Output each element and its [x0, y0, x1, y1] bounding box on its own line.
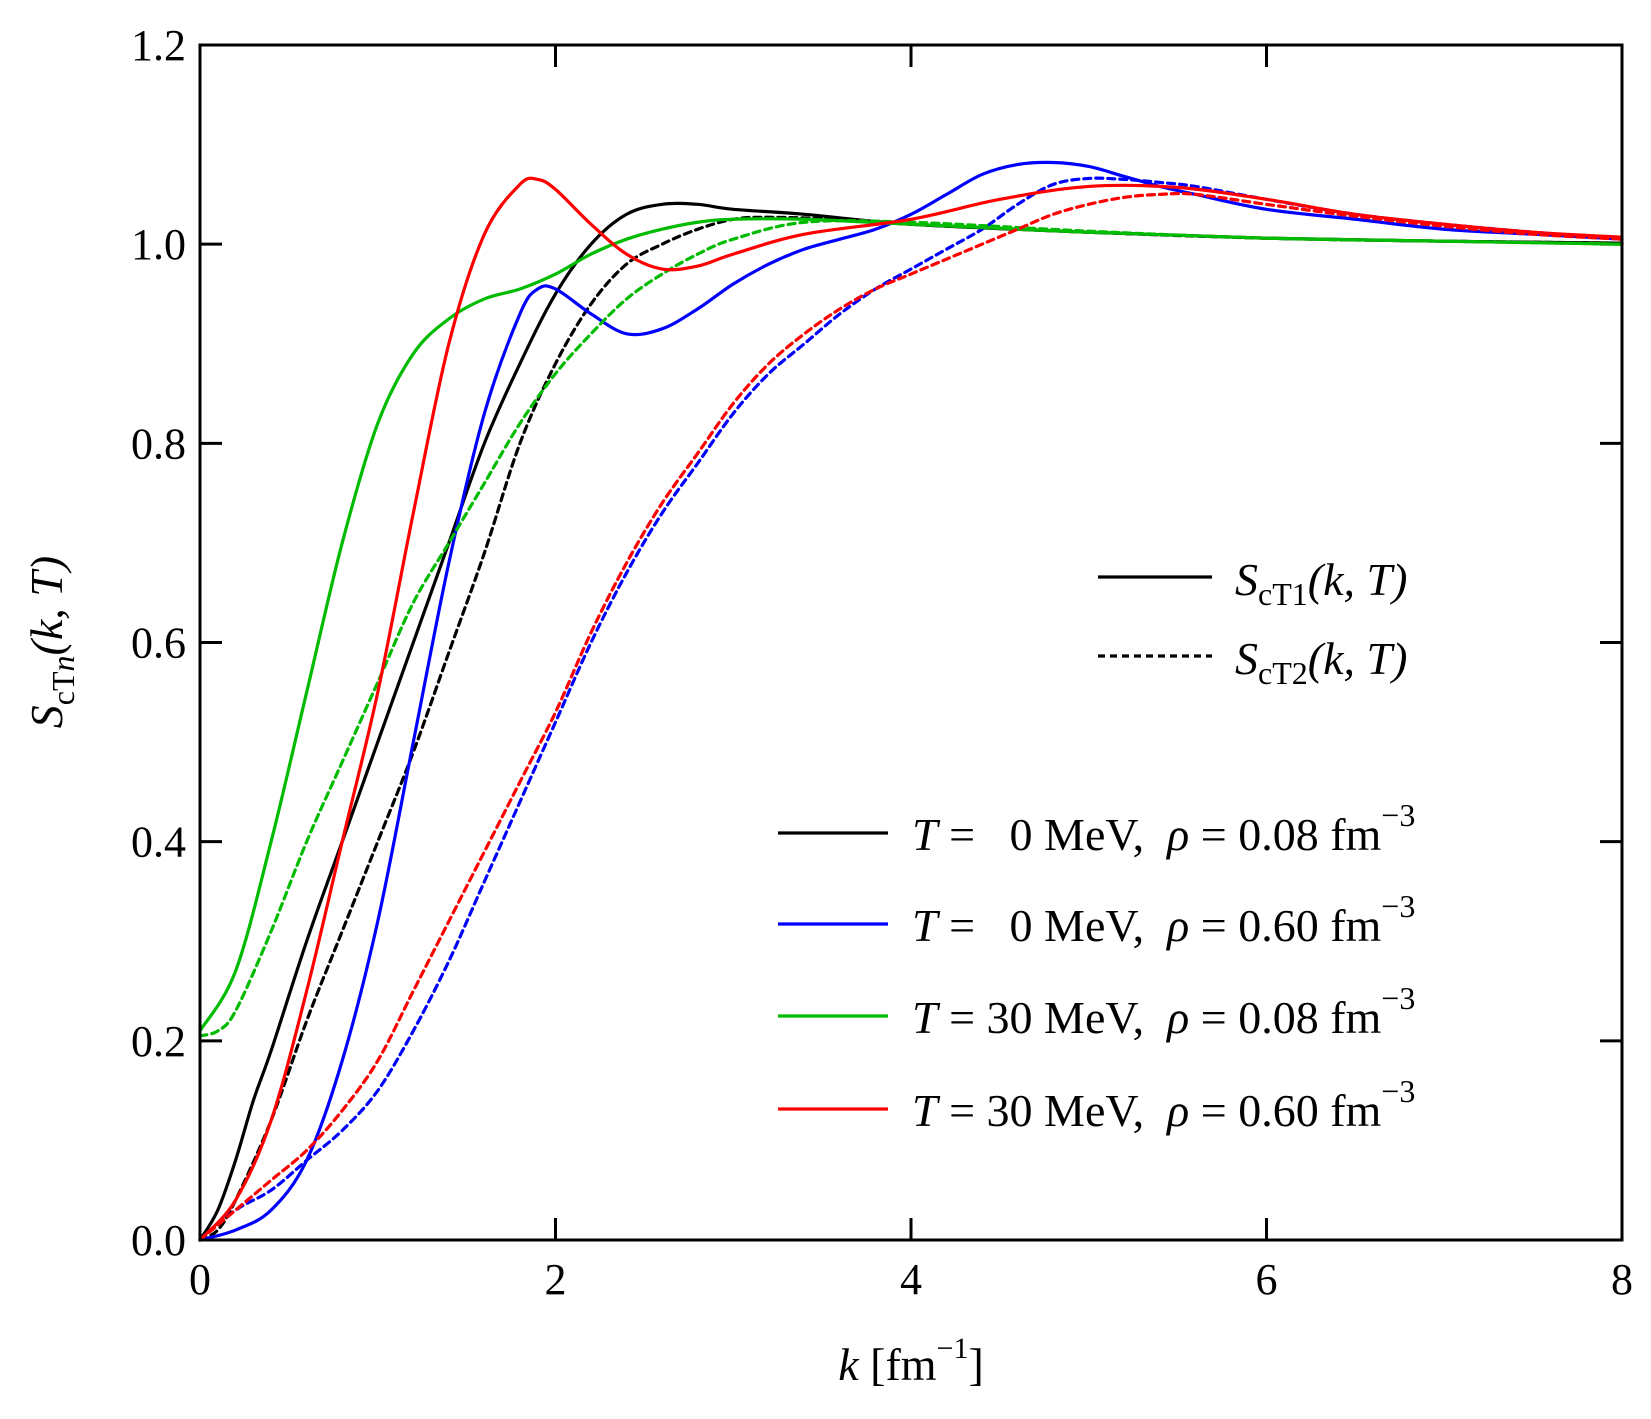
x-tick-label-2: 4 — [900, 1255, 922, 1304]
y-tick-label-3: 0.6 — [131, 619, 186, 668]
y-axis-label: ScTn(k, T) — [21, 556, 81, 728]
series-line-5 — [198, 219, 1624, 1038]
legend-style-dashed-label: ScT2(k, T) — [1235, 633, 1407, 691]
series-line-3 — [198, 176, 1624, 1242]
series-line-6 — [198, 176, 1624, 1242]
y-tick-label-2: 0.4 — [131, 818, 186, 867]
y-tick-label-1: 0.2 — [131, 1017, 186, 1066]
legend-color-label-2: T = 30 MeV, ρ = 0.08 fm−3 — [912, 980, 1415, 1043]
legend-color-label-3: T = 30 MeV, ρ = 0.60 fm−3 — [912, 1073, 1415, 1136]
plot-frame — [198, 43, 1624, 1242]
y-tick-label-4: 0.8 — [131, 419, 186, 468]
x-tick-label-0: 0 — [189, 1255, 211, 1304]
legend-style-solid-label: ScT1(k, T) — [1235, 554, 1407, 612]
series-line-2 — [198, 160, 1624, 1242]
color-legend: T = 0 MeV, ρ = 0.08 fm−3 T = 0 MeV, ρ = … — [778, 797, 1415, 1136]
series-line-7 — [198, 191, 1624, 1242]
x-tick-label-1: 2 — [545, 1255, 567, 1304]
tick-labels: 0 2 4 6 8 0.0 0.2 0.4 0.6 0.8 1.0 1.2 — [131, 21, 1633, 1304]
x-tick-label-4: 8 — [1611, 1255, 1633, 1304]
y-tick-label-6: 1.2 — [131, 21, 186, 70]
style-legend: ScT1(k, T) ScT2(k, T) — [1098, 554, 1407, 691]
legend-color-label-0: T = 0 MeV, ρ = 0.08 fm−3 — [912, 797, 1415, 860]
y-tick-label-5: 1.0 — [131, 220, 186, 269]
series-curves — [198, 160, 1624, 1242]
x-tick-label-3: 6 — [1256, 1255, 1278, 1304]
y-tick-label-0: 0.0 — [131, 1216, 186, 1265]
x-axis-label: k [fm−1] — [838, 1332, 984, 1390]
legend-color-label-1: T = 0 MeV, ρ = 0.60 fm−3 — [912, 888, 1415, 951]
